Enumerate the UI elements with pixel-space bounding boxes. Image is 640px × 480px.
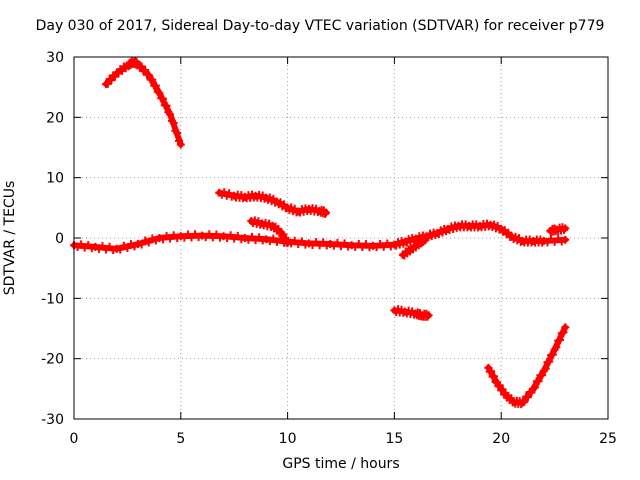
data-point [545, 357, 554, 366]
data-point [159, 94, 167, 103]
series-2 [215, 188, 331, 218]
data-point [166, 110, 175, 119]
data-point [538, 371, 547, 380]
data-point [176, 140, 185, 149]
data-point [169, 118, 178, 127]
data-point [561, 224, 570, 233]
data-point [531, 383, 540, 392]
data-point [173, 128, 182, 137]
data-point [320, 209, 329, 218]
data-point [144, 71, 153, 80]
data-point [141, 65, 150, 74]
x-tick-label: 15 [385, 431, 403, 447]
series-1 [102, 57, 185, 149]
data-point [144, 238, 153, 247]
data-point [424, 311, 433, 320]
data-point [162, 101, 171, 110]
y-tick-label: 10 [46, 171, 64, 187]
y-tick-label: 20 [46, 110, 64, 126]
data-point [151, 81, 160, 90]
x-tick-label: 5 [176, 431, 185, 447]
data-point [281, 233, 290, 242]
x-tick-label: 25 [599, 431, 617, 447]
series-5 [390, 305, 433, 321]
series-7 [546, 223, 570, 237]
y-tick-label: 0 [55, 231, 64, 247]
data-point [534, 377, 543, 386]
y-tick-label: -10 [41, 291, 64, 307]
data-point [561, 323, 570, 332]
data-point [490, 372, 499, 381]
data-point [504, 228, 513, 237]
y-tick-label: -30 [41, 412, 64, 428]
data-point [422, 234, 431, 242]
y-tick-label: 30 [46, 50, 64, 66]
data-point [541, 364, 550, 373]
y-axis-label: SDTVAR / TECUs [2, 180, 18, 296]
x-tick-label: 0 [70, 431, 79, 447]
data-point [520, 397, 529, 406]
series-4 [398, 234, 431, 260]
data-point [561, 235, 570, 244]
series-6 [484, 323, 570, 409]
data-point [148, 75, 157, 84]
data-point [559, 328, 568, 337]
data-point [498, 385, 507, 394]
data-point [552, 343, 561, 352]
data-point [423, 312, 432, 321]
series-0 [70, 219, 570, 255]
data-point [283, 238, 292, 247]
data-point [548, 350, 557, 359]
chart-title: Day 030 of 2017, Sidereal Day-to-day VTE… [35, 18, 605, 34]
data-point [555, 335, 564, 344]
series-3 [247, 216, 292, 247]
x-tick-label: 10 [279, 431, 297, 447]
series-layer [70, 57, 570, 409]
x-axis-label: GPS time / hours [282, 456, 400, 472]
data-point [155, 89, 164, 98]
data-point [491, 377, 500, 386]
data-point [487, 367, 496, 376]
x-tick-label: 20 [492, 431, 510, 447]
data-point [495, 381, 504, 390]
y-tick-label: -20 [41, 352, 64, 368]
axis-ticks: 0 5 10 15 20 25 -30 -20 -10 0 10 20 30 [41, 50, 617, 447]
data-point [137, 240, 146, 249]
data-point [523, 393, 532, 402]
data-point [322, 208, 331, 217]
